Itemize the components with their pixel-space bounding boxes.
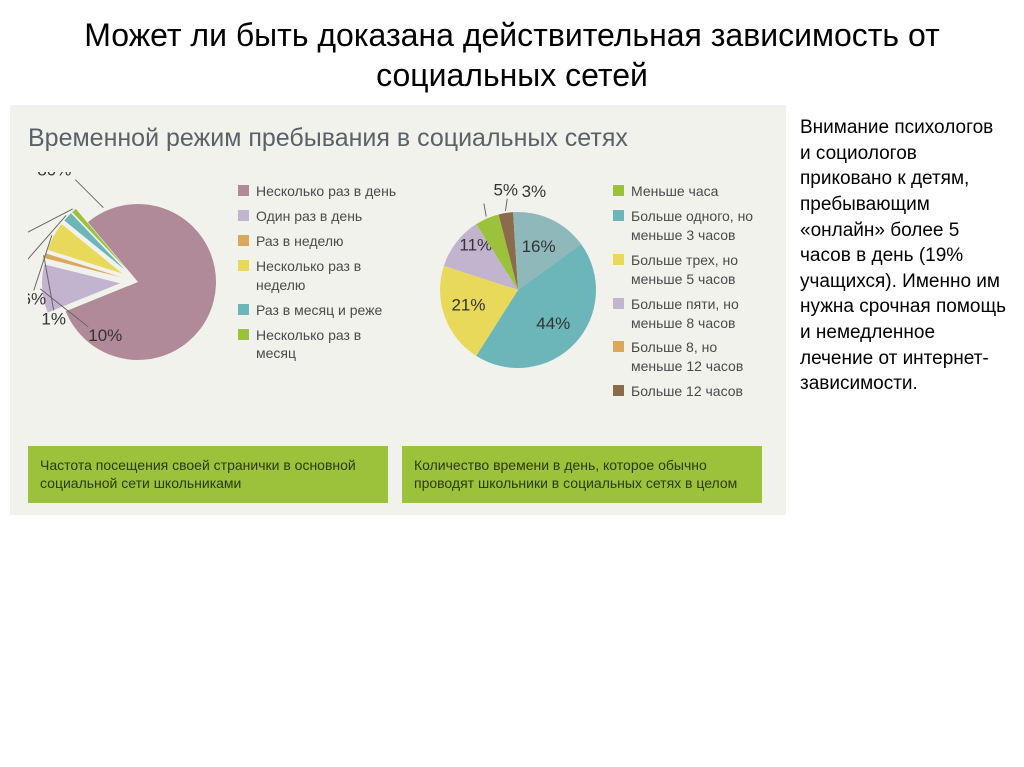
chart2-label-3: 21%: [451, 296, 485, 315]
legend-label: Больше пяти, но меньше 8 часов: [631, 295, 768, 333]
chart1-pie: 80%10%1%6%2%1%: [28, 172, 238, 432]
chart1-column: 80%10%1%6%2%1% Несколько раз в деньОдин …: [28, 172, 408, 432]
legend-swatch-icon: [238, 304, 249, 315]
chart-panel: Временной режим пребывания в социальных …: [10, 105, 786, 515]
chart-heading: Временной режим пребывания в социальных …: [28, 123, 768, 154]
chart1-label-1: 10%: [88, 326, 122, 345]
legend-label: Больше 12 часов: [631, 382, 743, 401]
chart2-legend-item-0: Меньше часа: [613, 182, 768, 201]
legend-label: Несколько раз в день: [256, 182, 396, 201]
chart2-legend: Меньше часа Больше одного, но меньше 3 ча…: [613, 182, 768, 407]
chart2-pie: 11%5%3%16%44%21%: [418, 172, 613, 432]
legend-swatch-icon: [613, 254, 624, 265]
chart2-label-5: 3%: [522, 182, 547, 201]
chart2-caption: Количество времени в день, которое обычн…: [402, 446, 762, 502]
caption-row: Частота посещения своей странички в осно…: [28, 446, 768, 502]
chart1-legend-item-4: Раз в месяц и реже: [238, 301, 403, 320]
chart1-legend-item-5: Несколько раз в месяц: [238, 326, 403, 364]
chart2-column: 11%5%3%16%44%21% Меньше часаБольше одног…: [418, 172, 768, 432]
legend-label: Раз в месяц и реже: [256, 301, 382, 320]
chart1-legend-item-2: Раз в неделю: [238, 232, 403, 251]
chart2-legend-item-1: Больше одного, но меньше 3 часов: [613, 207, 768, 245]
legend-swatch-icon: [613, 210, 624, 221]
chart2-legend-item-5: Больше 12 часов: [613, 382, 768, 401]
chart1-legend-item-1: Один раз в день: [238, 207, 403, 226]
legend-swatch-icon: [238, 235, 249, 246]
chart2-legend-item-4: Больше 8, но меньше 12 часов: [613, 338, 768, 376]
chart1-label-0: 80%: [37, 172, 71, 180]
legend-label: Раз в неделю: [256, 232, 344, 251]
legend-swatch-icon: [238, 210, 249, 221]
legend-swatch-icon: [613, 185, 624, 196]
legend-label: Один раз в день: [256, 207, 362, 226]
legend-label: Больше трех, но меньше 5 часов: [631, 251, 768, 289]
charts-row: 80%10%1%6%2%1% Несколько раз в деньОдин …: [28, 172, 768, 432]
legend-label: Меньше часа: [631, 182, 718, 201]
legend-label: Несколько раз в месяц: [256, 326, 403, 364]
legend-label: Больше 8, но меньше 12 часов: [631, 338, 768, 376]
chart1-caption: Частота посещения своей странички в осно…: [28, 446, 388, 502]
legend-swatch-icon: [613, 385, 624, 396]
page-title: Может ли быть доказана действительная за…: [0, 0, 1024, 105]
chart2-label-0: 5%: [493, 181, 518, 200]
chart1-label-2: 1%: [41, 310, 66, 329]
legend-swatch-icon: [238, 329, 249, 340]
legend-label: Несколько раз в неделю: [256, 257, 403, 295]
chart1-label-3: 6%: [28, 290, 46, 309]
chart2-legend-item-3: Больше пяти, но меньше 8 часов: [613, 295, 768, 333]
chart1-legend-item-3: Несколько раз в неделю: [238, 257, 403, 295]
chart1-legend: Несколько раз в день Один раз в день Раз в…: [238, 182, 403, 369]
chart2-legend-item-2: Больше трех, но меньше 5 часов: [613, 251, 768, 289]
legend-swatch-icon: [613, 298, 624, 309]
chart2-label-2: 44%: [536, 314, 570, 333]
legend-swatch-icon: [238, 185, 249, 196]
chart2-label-1: 16%: [522, 237, 556, 256]
content-wrap: Временной режим пребывания в социальных …: [0, 105, 1024, 515]
side-paragraph: Внимание психологов и социологов прикова…: [786, 105, 1014, 515]
legend-label: Больше одного, но меньше 3 часов: [631, 207, 768, 245]
legend-swatch-icon: [238, 260, 249, 271]
legend-swatch-icon: [613, 341, 624, 352]
chart1-legend-item-0: Несколько раз в день: [238, 182, 403, 201]
